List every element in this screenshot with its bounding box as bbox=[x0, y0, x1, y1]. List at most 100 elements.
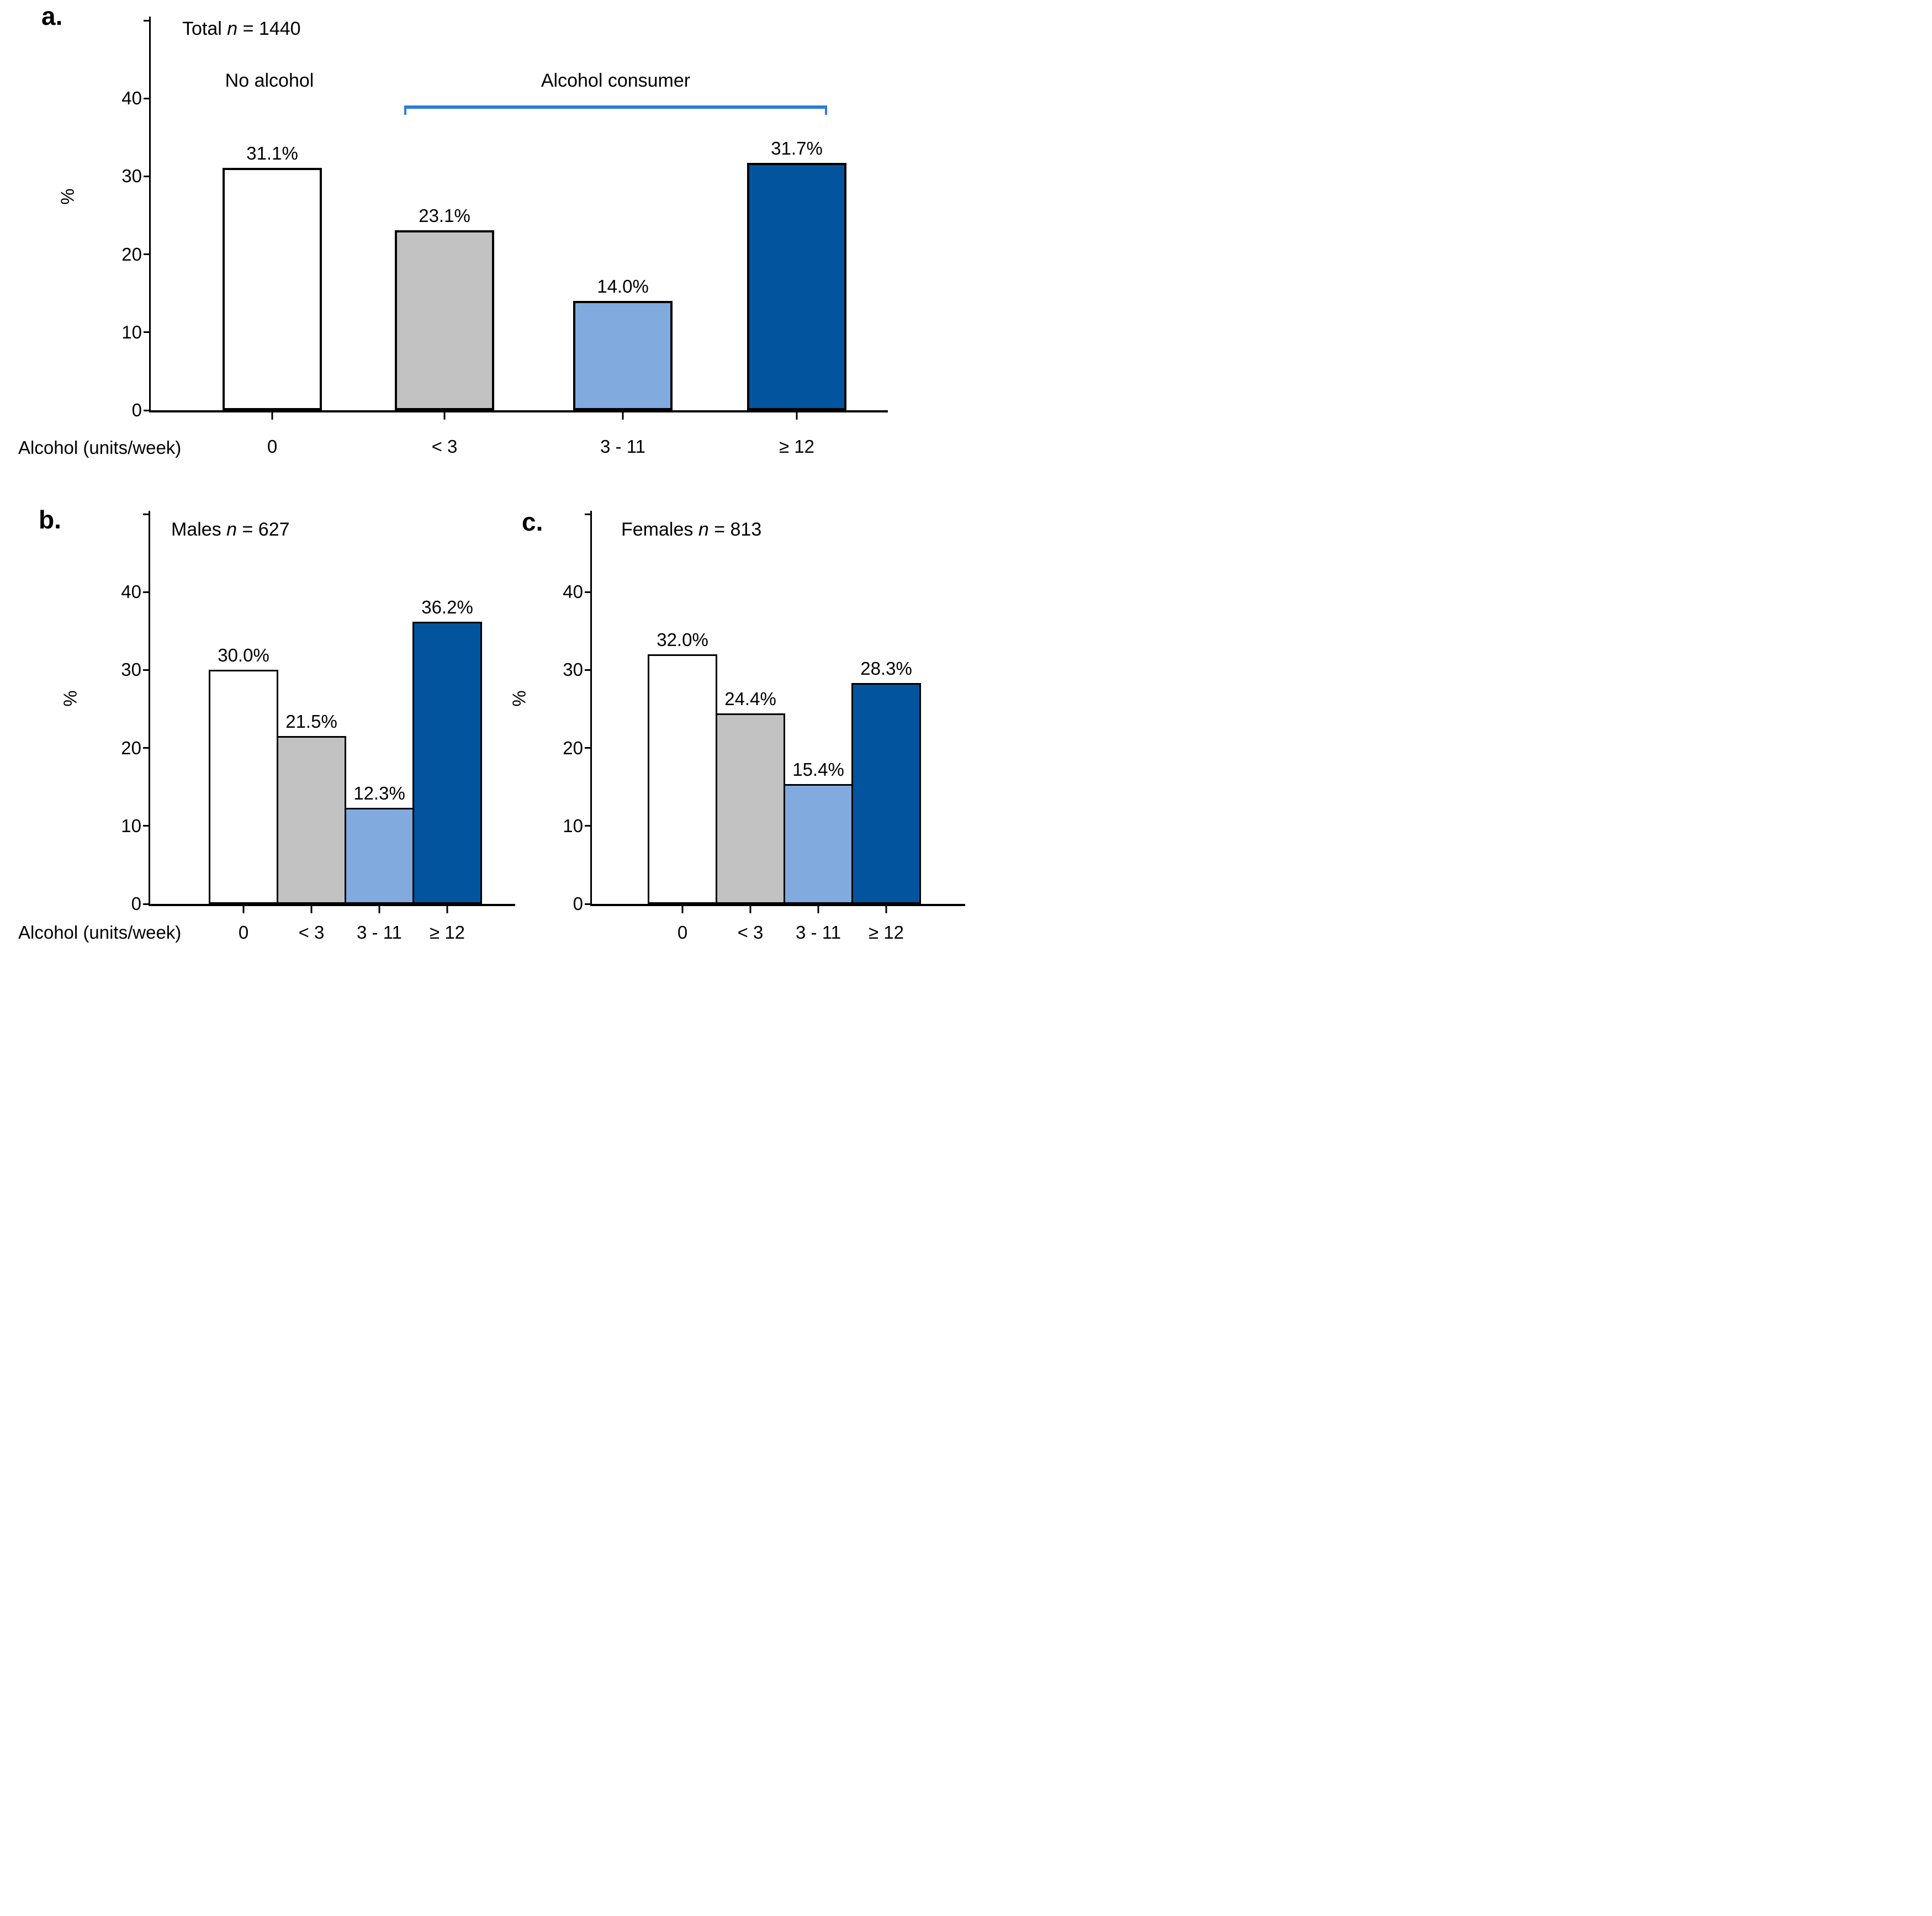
bar-value-label: 31.1% bbox=[246, 142, 298, 163]
y-axis-tick-label: 0 bbox=[131, 893, 141, 914]
panel-c-letter: c. bbox=[522, 507, 543, 536]
panel-b-plot: 0 10 20 30 40 30.0% 0 21.5% < 3 12.3% 3 - 11 36.2% ≥… bbox=[121, 511, 515, 943]
y-axis-tick-label: 40 bbox=[121, 581, 141, 602]
y-axis-tick bbox=[143, 747, 150, 749]
bar-3 - 11 bbox=[573, 301, 673, 410]
y-axis-tick bbox=[585, 903, 592, 905]
panel-a: a. Total n = 1440 No alcohol Alcohol con… bbox=[0, 0, 966, 958]
panel-a-x-axis-title: Alcohol (units/week) bbox=[18, 437, 182, 458]
y-axis-tick-label: 20 bbox=[121, 737, 141, 758]
bar-value-label: 30.0% bbox=[218, 644, 269, 665]
y-axis-tick bbox=[585, 591, 592, 593]
y-axis-tick-label: 20 bbox=[563, 737, 583, 758]
bar-0 bbox=[648, 654, 717, 904]
y-axis-top-tick bbox=[143, 513, 150, 515]
y-axis-tick bbox=[143, 591, 150, 593]
y-axis-tick bbox=[144, 175, 151, 177]
x-axis-tick bbox=[242, 906, 245, 913]
x-axis-tick bbox=[271, 412, 273, 420]
y-axis-top-tick bbox=[144, 19, 151, 22]
y-axis-tick bbox=[144, 409, 151, 411]
panel-b: b. Males n = 627 % 0 10 20 30 40 30.0% 0 21.5% <… bbox=[0, 0, 966, 958]
y-axis-tick bbox=[143, 825, 150, 827]
panel-c-plot: 0 10 20 30 40 32.0% 0 24.4% < 3 15.4% 3 - 11 28.3% ≥… bbox=[563, 511, 965, 943]
alcohol-consumer-bracket bbox=[404, 105, 827, 115]
bracket-horizontal-line bbox=[404, 105, 827, 109]
panel-b-title-suffix: = 627 bbox=[237, 519, 290, 540]
y-axis-tick bbox=[144, 253, 151, 256]
bar-value-label: 23.1% bbox=[419, 205, 470, 226]
panel-c-y-axis-label: % bbox=[509, 690, 530, 707]
bracket-right-end bbox=[825, 105, 827, 115]
x-axis-category-label: 0 bbox=[238, 922, 249, 943]
y-axis-tick bbox=[143, 903, 150, 905]
x-axis-category-label: < 3 bbox=[298, 922, 325, 943]
x-axis-category-label: 0 bbox=[267, 436, 278, 457]
panel-c: c. Females n = 813 % 0 10 20 30 40 32.0% 0 24.4… bbox=[0, 0, 966, 958]
x-axis-category-label: ≥ 12 bbox=[430, 922, 465, 943]
x-axis-tick bbox=[378, 906, 380, 913]
bar-≥ 12 bbox=[412, 622, 482, 904]
panel-b-title: Males n = 627 bbox=[171, 519, 290, 540]
panel-b-letter: b. bbox=[39, 505, 61, 534]
x-axis-tick bbox=[749, 906, 751, 913]
panel-b-title-prefix: Males bbox=[171, 519, 227, 540]
panel-c-title-suffix: = 813 bbox=[708, 519, 762, 540]
panel-b-title-n: n bbox=[226, 519, 237, 540]
x-axis-tick bbox=[817, 906, 819, 913]
panel-a-letter: a. bbox=[41, 2, 63, 30]
x-axis-category-label: ≥ 12 bbox=[779, 436, 814, 457]
y-axis-tick-label: 0 bbox=[573, 893, 583, 914]
x-axis-tick bbox=[885, 906, 887, 913]
y-axis-tick-label: 10 bbox=[121, 321, 142, 342]
x-axis-category-label: 3 - 11 bbox=[357, 922, 402, 943]
y-axis-tick-label: 10 bbox=[121, 815, 141, 836]
x-axis-tick bbox=[310, 906, 313, 913]
y-axis-tick-label: 40 bbox=[563, 581, 583, 602]
y-axis-tick bbox=[144, 97, 151, 99]
bar-value-label: 15.4% bbox=[792, 759, 844, 780]
bar-value-label: 28.3% bbox=[860, 658, 912, 679]
bar-0 bbox=[223, 168, 322, 410]
y-axis-tick bbox=[585, 669, 592, 671]
bar-value-label: 31.7% bbox=[771, 137, 823, 158]
figure-canvas: a. Total n = 1440 No alcohol Alcohol con… bbox=[0, 0, 966, 958]
bar-≥ 12 bbox=[747, 163, 846, 410]
y-axis-tick bbox=[585, 747, 592, 749]
x-axis-tick bbox=[622, 412, 624, 420]
x-axis-category-label: 0 bbox=[677, 922, 688, 943]
y-axis-tick-label: 20 bbox=[121, 244, 142, 264]
bar-value-label: 21.5% bbox=[285, 711, 337, 732]
panel-c-title-n: n bbox=[698, 519, 709, 540]
y-axis-tick-label: 30 bbox=[121, 166, 142, 187]
bar-value-label: 36.2% bbox=[421, 596, 473, 617]
bar-< 3 bbox=[395, 230, 494, 410]
y-axis-top-tick bbox=[585, 513, 592, 515]
x-axis-category-label: 3 - 11 bbox=[600, 436, 645, 457]
bar-≥ 12 bbox=[851, 683, 921, 904]
panel-b-x-axis-title: Alcohol (units/week) bbox=[18, 922, 182, 943]
panel-a-title: Total n = 1440 bbox=[182, 18, 301, 39]
bar-value-label: 32.0% bbox=[657, 629, 708, 650]
bar-3 - 11 bbox=[345, 808, 414, 904]
bar-value-label: 24.4% bbox=[724, 688, 776, 709]
panel-a-plot: 0 10 20 30 40 31.1% 0 23.1% < 3 14.0% 3 - 11 31.7% ≥… bbox=[121, 17, 888, 457]
panel-a-title-prefix: Total bbox=[182, 18, 227, 39]
x-axis-category-label: ≥ 12 bbox=[869, 922, 904, 943]
bar-value-label: 14.0% bbox=[597, 276, 649, 297]
panel-a-title-suffix: = 1440 bbox=[237, 18, 301, 39]
y-axis-tick bbox=[143, 669, 150, 671]
x-axis-category-label: < 3 bbox=[737, 922, 764, 943]
bar-< 3 bbox=[277, 736, 346, 904]
panel-c-title-prefix: Females bbox=[621, 519, 698, 540]
x-axis-tick bbox=[443, 412, 446, 420]
x-axis-tick bbox=[796, 412, 798, 420]
panel-a-title-n: n bbox=[227, 18, 238, 39]
x-axis-category-label: 3 - 11 bbox=[796, 922, 841, 943]
bracket-left-end bbox=[404, 105, 406, 115]
y-axis-tick-label: 40 bbox=[121, 88, 142, 109]
x-axis-category-label: < 3 bbox=[431, 436, 458, 457]
y-axis-tick bbox=[144, 331, 151, 334]
y-axis-tick-label: 10 bbox=[563, 815, 583, 836]
x-axis-tick bbox=[681, 906, 684, 913]
